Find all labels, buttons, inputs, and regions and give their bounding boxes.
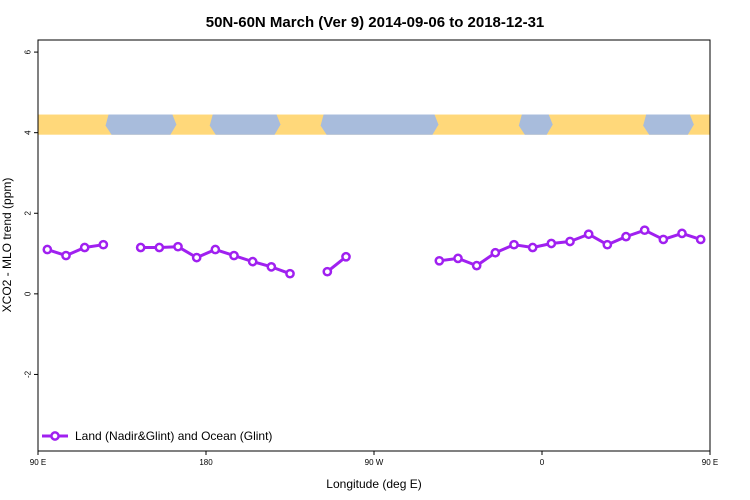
x-tick-label: 90 E bbox=[702, 458, 718, 467]
data-point bbox=[565, 236, 575, 247]
data-point bbox=[621, 231, 631, 242]
x-axis-label: Longitude (deg E) bbox=[326, 477, 421, 491]
y-tick-label: 0 bbox=[23, 291, 32, 296]
y-axis: -2 0 2 4 6 bbox=[23, 49, 38, 378]
y-tick-label: 4 bbox=[23, 130, 32, 135]
ocean-north-pacific bbox=[105, 114, 177, 135]
data-point bbox=[546, 238, 557, 249]
data-point bbox=[695, 234, 706, 245]
x-tick-label: 90 E bbox=[30, 458, 46, 467]
data-point bbox=[154, 242, 165, 253]
world-map-band bbox=[38, 114, 710, 135]
data-point bbox=[79, 242, 90, 253]
x-axis: 90 E 180 90 W 0 90 E bbox=[30, 451, 718, 467]
ocean-north-atlantic bbox=[320, 114, 439, 135]
data-point bbox=[191, 252, 202, 263]
chart-title: 50N-60N March (Ver 9) 2014-09-06 to 2018… bbox=[206, 14, 545, 31]
legend-marker bbox=[50, 431, 60, 441]
data-point bbox=[42, 244, 53, 255]
data-point bbox=[527, 242, 538, 253]
data-point bbox=[677, 228, 687, 239]
data-point bbox=[639, 225, 650, 236]
data-point bbox=[135, 242, 146, 253]
y-tick-label: -2 bbox=[23, 370, 32, 378]
data-point bbox=[434, 255, 445, 266]
data-point bbox=[173, 241, 183, 252]
data-point bbox=[471, 260, 482, 271]
y-axis-label: XCO2 - MLO trend (ppm) bbox=[0, 178, 14, 313]
data-point bbox=[210, 244, 221, 255]
ocean-baltic-sea bbox=[518, 114, 553, 135]
ocean-north-america-lakes bbox=[209, 114, 281, 135]
data-point bbox=[658, 234, 669, 245]
data-point bbox=[229, 250, 239, 261]
y-tick-label: 6 bbox=[23, 49, 32, 54]
x-tick-label: 180 bbox=[199, 458, 213, 467]
series-line-segment bbox=[46, 243, 104, 258]
x-tick-label: 90 W bbox=[365, 458, 384, 467]
data-point bbox=[509, 239, 519, 250]
data-point bbox=[341, 251, 351, 262]
x-tick-label: 0 bbox=[540, 458, 545, 467]
series-layer bbox=[42, 225, 706, 279]
data-point bbox=[453, 253, 463, 264]
data-point bbox=[61, 250, 71, 261]
data-point bbox=[285, 268, 295, 279]
legend: Land (Nadir&Glint) and Ocean (Glint) bbox=[42, 429, 272, 443]
data-point bbox=[490, 247, 501, 258]
data-point bbox=[322, 266, 333, 277]
data-point bbox=[602, 239, 613, 250]
y-tick-label: 2 bbox=[23, 210, 32, 215]
data-point bbox=[266, 262, 277, 272]
data-point bbox=[98, 239, 109, 250]
data-point bbox=[583, 229, 594, 240]
legend-label: Land (Nadir&Glint) and Ocean (Glint) bbox=[75, 429, 272, 443]
ocean-north-pacific-east bbox=[643, 114, 694, 135]
data-point bbox=[247, 256, 258, 267]
